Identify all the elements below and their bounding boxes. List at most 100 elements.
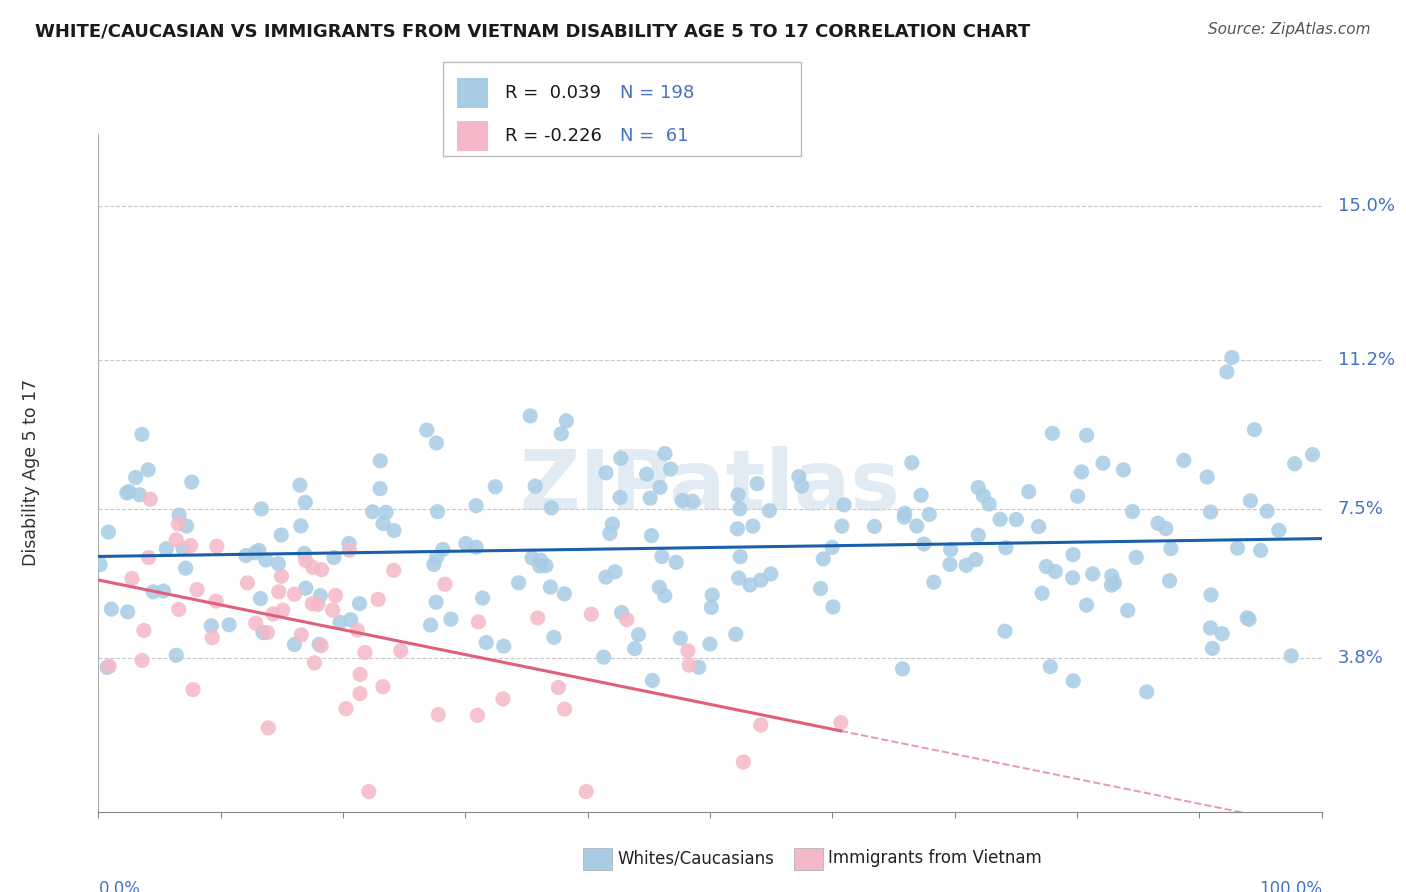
Point [155, 541, 177, 556]
Point [1199, 588, 1222, 602]
Point [1226, 541, 1249, 555]
Point [1042, 426, 1064, 441]
Point [1125, 550, 1147, 565]
Point [357, 784, 380, 798]
Point [1220, 351, 1243, 365]
Point [167, 602, 190, 616]
Point [749, 718, 772, 732]
Point [530, 553, 553, 567]
Text: ZIPatlas: ZIPatlas [520, 446, 900, 527]
Point [638, 491, 661, 505]
Point [508, 575, 530, 590]
Point [1201, 641, 1223, 656]
Point [787, 469, 810, 483]
Point [994, 541, 1017, 555]
Text: Disability Age 5 to 17: Disability Age 5 to 17 [22, 379, 41, 566]
Point [1256, 504, 1278, 518]
Point [294, 495, 316, 509]
Point [636, 467, 658, 481]
Text: Source: ZipAtlas.com: Source: ZipAtlas.com [1208, 22, 1371, 37]
Point [1243, 423, 1265, 437]
Text: Whites/Caucasians: Whites/Caucasians [617, 849, 775, 867]
Point [965, 552, 987, 566]
Point [249, 591, 271, 606]
Point [678, 658, 700, 673]
Point [283, 638, 305, 652]
Point [132, 624, 155, 638]
Text: WHITE/CAUCASIAN VS IMMIGRANTS FROM VIETNAM DISABILITY AGE 5 TO 17 CORRELATION CH: WHITE/CAUCASIAN VS IMMIGRANTS FROM VIETN… [35, 22, 1031, 40]
Point [349, 597, 371, 611]
Point [1101, 569, 1123, 583]
Point [339, 543, 361, 558]
Point [354, 645, 377, 659]
Point [138, 550, 160, 565]
Point [308, 637, 330, 651]
Point [337, 536, 360, 550]
Point [610, 606, 633, 620]
Point [688, 660, 710, 674]
Point [325, 589, 347, 603]
Point [371, 680, 394, 694]
Point [301, 560, 323, 574]
Point [918, 508, 941, 522]
Point [1076, 598, 1098, 612]
Point [389, 644, 412, 658]
Point [167, 508, 190, 522]
Point [349, 667, 371, 681]
Point [368, 482, 391, 496]
Point [100, 602, 122, 616]
Point [271, 603, 294, 617]
Point [121, 572, 143, 586]
Point [382, 524, 405, 538]
Point [339, 613, 361, 627]
Point [758, 503, 780, 517]
Point [939, 542, 962, 557]
Point [910, 488, 932, 502]
Point [235, 549, 257, 563]
Point [172, 541, 194, 556]
Point [1035, 559, 1057, 574]
Point [290, 519, 312, 533]
Point [346, 623, 368, 637]
Point [1239, 493, 1261, 508]
Point [484, 480, 506, 494]
Point [700, 600, 723, 615]
Point [1028, 519, 1050, 533]
Point [322, 603, 344, 617]
Point [654, 446, 676, 460]
Point [1284, 457, 1306, 471]
Point [117, 605, 139, 619]
Point [810, 582, 832, 596]
Point [659, 462, 682, 476]
Point [733, 755, 755, 769]
Point [912, 537, 935, 551]
Point [1070, 465, 1092, 479]
Point [538, 580, 561, 594]
Point [367, 592, 389, 607]
Point [492, 639, 515, 653]
Point [676, 644, 699, 658]
Point [1104, 576, 1126, 591]
Point [724, 627, 747, 641]
Text: R = -0.226: R = -0.226 [505, 127, 602, 145]
Point [543, 631, 565, 645]
Point [201, 631, 224, 645]
Point [180, 539, 202, 553]
Point [1279, 648, 1302, 663]
Point [1091, 456, 1114, 470]
Point [236, 575, 259, 590]
Point [1031, 586, 1053, 600]
Point [609, 491, 631, 505]
Point [1154, 522, 1177, 536]
Point [375, 505, 398, 519]
Point [592, 650, 614, 665]
Point [988, 512, 1011, 526]
Point [1250, 543, 1272, 558]
Text: 11.2%: 11.2% [1337, 351, 1395, 368]
Point [335, 701, 357, 715]
Point [1147, 516, 1170, 531]
Point [250, 502, 273, 516]
Point [922, 575, 945, 590]
Point [262, 607, 284, 621]
Point [118, 484, 141, 499]
